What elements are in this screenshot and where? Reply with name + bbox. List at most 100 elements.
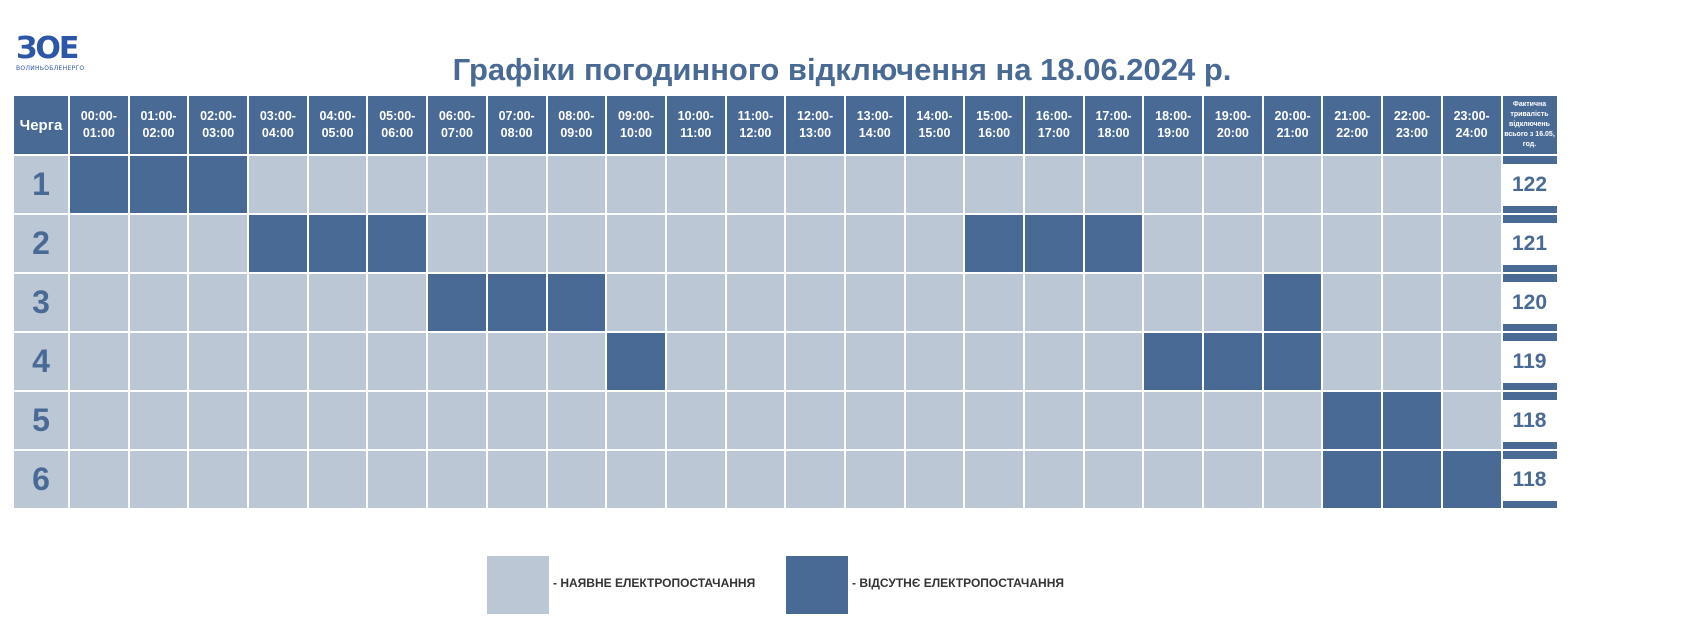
header-slot: 00:00- 01:00	[68, 94, 130, 156]
slot-cell-on	[426, 390, 488, 451]
header-total-line: тривалість	[1510, 111, 1549, 118]
legend-swatch-on	[487, 556, 549, 614]
queue-row: 2 121	[12, 213, 1559, 274]
queue-row: 5 118	[12, 390, 1559, 451]
slot-cell-off	[1082, 213, 1145, 274]
slot-cell-off	[426, 272, 488, 333]
header-slot-line: 23:00-	[1453, 109, 1490, 123]
company-logo: ЗОЕ ВОЛИНЬОБЛЕНЕРГО	[16, 34, 96, 74]
slot-cell-on	[366, 272, 429, 333]
slot-cell-on	[963, 449, 1025, 510]
slot-cell-on	[187, 213, 250, 274]
slot-cell-on	[485, 154, 548, 215]
slot-cell-off	[68, 154, 130, 215]
slot-cell-on	[843, 331, 906, 392]
header-slot-line: 21:00	[1276, 126, 1309, 140]
header-slot-line: 18:00	[1097, 126, 1130, 140]
slot-cell-on	[903, 449, 966, 510]
slot-cell-on	[1082, 272, 1145, 333]
header-slot-line: 13:00-	[856, 109, 893, 123]
slot-cell-on	[1202, 449, 1264, 510]
total-cell: 122	[1500, 154, 1559, 215]
page-title: Графіки погодинного відключення на 18.06…	[452, 52, 1232, 87]
slot-cell-on	[1023, 272, 1085, 333]
slot-cell-on	[724, 213, 787, 274]
slot-cell-off	[1381, 449, 1443, 510]
slot-cell-on	[784, 272, 846, 333]
header-slot-line: 11:00-	[737, 109, 774, 123]
slot-cell-on	[1440, 272, 1503, 333]
header-slot: 12:00- 13:00	[784, 94, 846, 156]
header-slot-line: 09:00-	[617, 109, 655, 123]
slot-cell-on	[426, 154, 488, 215]
slot-cell-on	[68, 449, 130, 510]
slot-cell-on	[664, 213, 727, 274]
slot-cell-off	[1261, 272, 1324, 333]
slot-cell-on	[545, 449, 608, 510]
slot-cell-on	[1142, 272, 1205, 333]
slot-cell-on	[784, 154, 846, 215]
header-slot: 07:00- 08:00	[485, 94, 548, 156]
header-slot: 21:00- 22:00	[1321, 94, 1384, 156]
slot-cell-on	[664, 272, 727, 333]
slot-cell-on	[366, 331, 429, 392]
slot-cell-on	[127, 213, 190, 274]
slot-cell-off	[247, 213, 309, 274]
slot-cell-on	[784, 213, 846, 274]
header-slot-line: 00:00-	[80, 109, 117, 123]
header-slot: 06:00- 07:00	[426, 94, 488, 156]
queue-row: 4 119	[12, 331, 1559, 392]
header-slot: 08:00- 09:00	[545, 94, 608, 156]
slot-cell-on	[1082, 390, 1145, 451]
header-slot-line: 05:00	[321, 126, 354, 140]
slot-cell-on	[187, 331, 250, 392]
slot-cell-on	[1202, 213, 1264, 274]
slot-cell-on	[366, 390, 429, 451]
header-slot-line: 06:00	[381, 126, 414, 140]
slot-cell-on	[127, 449, 190, 510]
legend-label-on: - НАЯВНЕ ЕЛЕКТРОПОСТАЧАННЯ	[553, 576, 756, 590]
slot-cell-on	[724, 449, 787, 510]
slot-cell-on	[1023, 331, 1085, 392]
header-slot: 02:00- 03:00	[187, 94, 250, 156]
logo-mark: ЗОЕ	[16, 31, 79, 66]
queue-number: 1	[12, 154, 70, 215]
slot-cell-on	[306, 331, 369, 392]
header-slot: 03:00- 04:00	[247, 94, 309, 156]
slot-cell-on	[1142, 154, 1205, 215]
header-slot-line: 23:00	[1395, 126, 1428, 140]
header-slot-line: 04:00-	[319, 109, 356, 123]
slot-cell-off	[1023, 213, 1085, 274]
header-total-line: всього з 16.05,	[1504, 131, 1555, 138]
header-slot: 14:00- 15:00	[903, 94, 966, 156]
header-slot-line: 20:00	[1216, 126, 1249, 140]
header-slot-line: 05:00-	[379, 109, 416, 123]
slot-cell-on	[1082, 449, 1145, 510]
slot-cell-on	[664, 390, 727, 451]
slot-cell-on	[545, 154, 608, 215]
slot-cell-on	[68, 331, 130, 392]
header-total-line: год.	[1522, 141, 1537, 148]
slot-cell-off	[963, 213, 1025, 274]
slot-cell-on	[784, 331, 846, 392]
slot-cell-on	[306, 449, 369, 510]
queue-row: 1 122	[12, 154, 1559, 215]
slot-cell-on	[664, 154, 727, 215]
header-slot-line: 01:00	[82, 126, 115, 140]
slot-cell-on	[1202, 272, 1264, 333]
total-hours: 119	[1502, 340, 1557, 383]
slot-cell-on	[485, 213, 548, 274]
slot-cell-off	[187, 154, 250, 215]
slot-cell-on	[605, 213, 667, 274]
slot-cell-on	[306, 272, 369, 333]
queue-number: 2	[12, 213, 70, 274]
slot-cell-on	[903, 213, 966, 274]
header-slot-line: 03:00-	[259, 109, 296, 123]
slot-cell-on	[426, 213, 488, 274]
slot-cell-on	[68, 390, 130, 451]
slot-cell-on	[1261, 390, 1324, 451]
legend-label-off: - ВІДСУТНЄ ЕЛЕКТРОПОСТАЧАННЯ	[852, 576, 1064, 590]
header-slot: 17:00- 18:00	[1082, 94, 1145, 156]
slot-cell-off	[306, 213, 369, 274]
slot-cell-on	[127, 331, 190, 392]
